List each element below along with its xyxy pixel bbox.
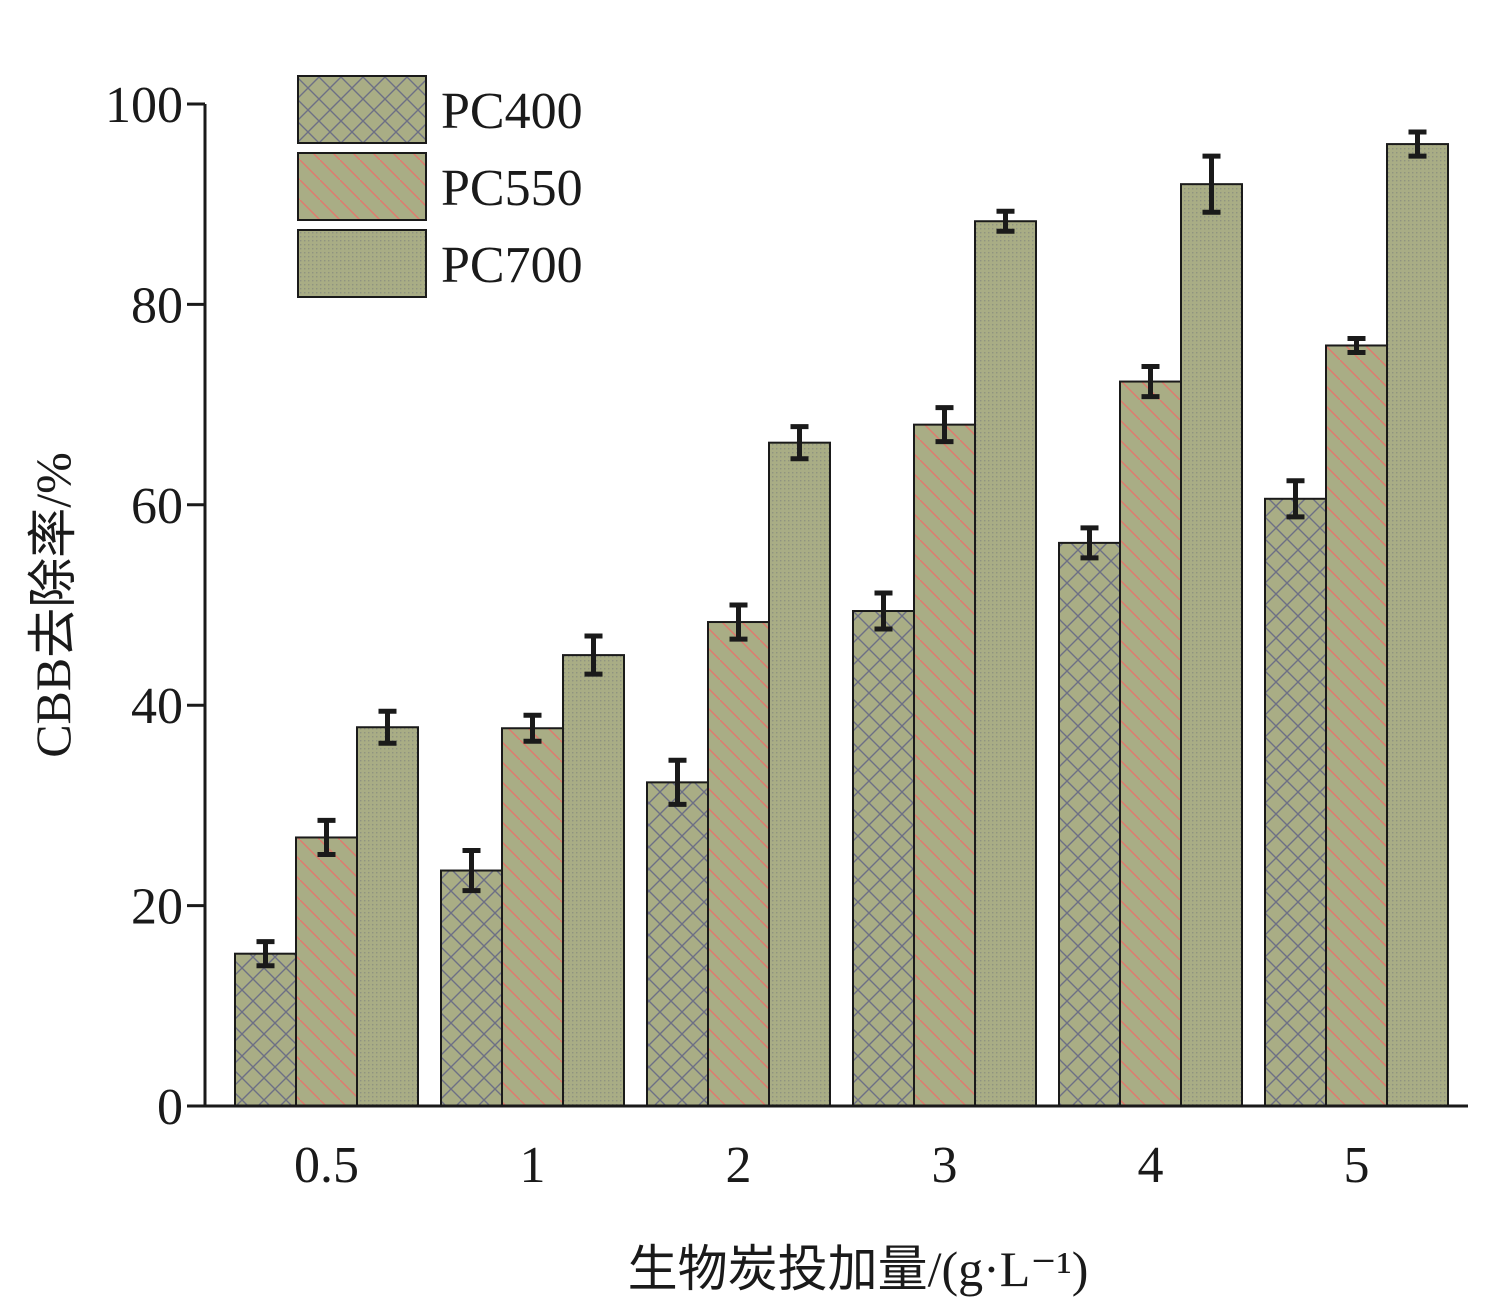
y-tick-label: 80 [131, 277, 183, 334]
error-bar-pc550-3 [935, 405, 954, 445]
legend-swatch [297, 152, 427, 221]
y-tick-label: 60 [131, 478, 183, 535]
error-bar-pc700-1 [584, 633, 603, 677]
x-tick-label: 5 [1344, 1137, 1370, 1194]
error-bar-pc700-0_5 [378, 708, 397, 746]
error-bar-pc400-3 [874, 590, 893, 632]
bar-pc700-2 [768, 441, 831, 1107]
error-bar-pc550-5 [1347, 335, 1366, 355]
legend: PC400 PC550 PC700 [297, 75, 583, 298]
error-bar-pc550-4 [1141, 364, 1160, 400]
bar-pc700-4 [1180, 183, 1243, 1108]
error-bar-pc550-2 [729, 602, 748, 642]
bar-pc700-1 [562, 654, 625, 1107]
bar-pc400-1 [440, 869, 503, 1108]
error-bar-pc400-4 [1080, 525, 1099, 561]
y-tick-label: 0 [157, 1079, 183, 1136]
y-ticks: 0 20 40 60 80 100 [105, 77, 205, 1136]
bar-pc550-3 [913, 423, 976, 1107]
legend-swatch [297, 229, 427, 298]
error-bar-pc550-0_5 [317, 817, 336, 857]
bar-pc550-0_5 [295, 836, 358, 1107]
x-axis-title: 生物炭投加量/(g·L⁻¹) [628, 1241, 1089, 1297]
legend-item-pc700: PC700 [297, 229, 583, 298]
x-tick-label: 1 [520, 1137, 546, 1194]
legend-swatch [297, 75, 427, 144]
legend-label: PC400 [441, 83, 583, 140]
bar-pc400-2 [646, 781, 709, 1107]
y-tick-label: 40 [131, 678, 183, 735]
bar-pc700-0_5 [356, 726, 419, 1108]
bar-pc400-5 [1264, 497, 1327, 1107]
bar-pc550-2 [707, 621, 770, 1107]
error-bar-pc700-5 [1408, 129, 1427, 159]
error-bar-pc400-5 [1286, 478, 1305, 520]
error-bar-pc700-2 [790, 424, 809, 462]
legend-label: PC700 [441, 237, 583, 294]
bar-pc700-5 [1386, 143, 1449, 1107]
axes: 0 20 40 60 80 100 0.5 1 2 3 4 5 [105, 77, 1468, 1194]
bar-pc400-4 [1058, 541, 1121, 1107]
legend-label: PC550 [441, 160, 583, 217]
error-bar-pc400-2 [668, 757, 687, 807]
bar-pc550-4 [1119, 380, 1182, 1107]
error-bar-pc400-0_5 [256, 939, 275, 969]
y-axis-title: CBB去除率/% [25, 452, 81, 758]
error-bars-layer [256, 129, 1427, 969]
x-ticks: 0.5 1 2 3 4 5 [294, 1137, 1370, 1194]
error-bar-pc550-1 [523, 712, 542, 744]
x-tick-label: 3 [932, 1137, 958, 1194]
error-bar-pc400-1 [462, 847, 481, 894]
bar-pc550-5 [1325, 344, 1388, 1107]
y-tick-label: 100 [105, 77, 183, 134]
x-tick-label: 0.5 [294, 1137, 359, 1194]
bar-pc700-3 [974, 220, 1037, 1107]
x-tick-label: 2 [726, 1137, 752, 1194]
error-bar-pc700-3 [996, 208, 1015, 234]
bars-layer [234, 143, 1449, 1108]
y-tick-label: 20 [131, 879, 183, 936]
bar-pc400-0_5 [234, 952, 297, 1107]
error-bar-pc700-4 [1202, 153, 1221, 215]
legend-item-pc550: PC550 [297, 152, 583, 221]
x-tick-label: 4 [1138, 1137, 1164, 1194]
legend-item-pc400: PC400 [297, 75, 583, 144]
bar-pc400-3 [852, 610, 915, 1108]
bar-pc550-1 [501, 727, 564, 1107]
